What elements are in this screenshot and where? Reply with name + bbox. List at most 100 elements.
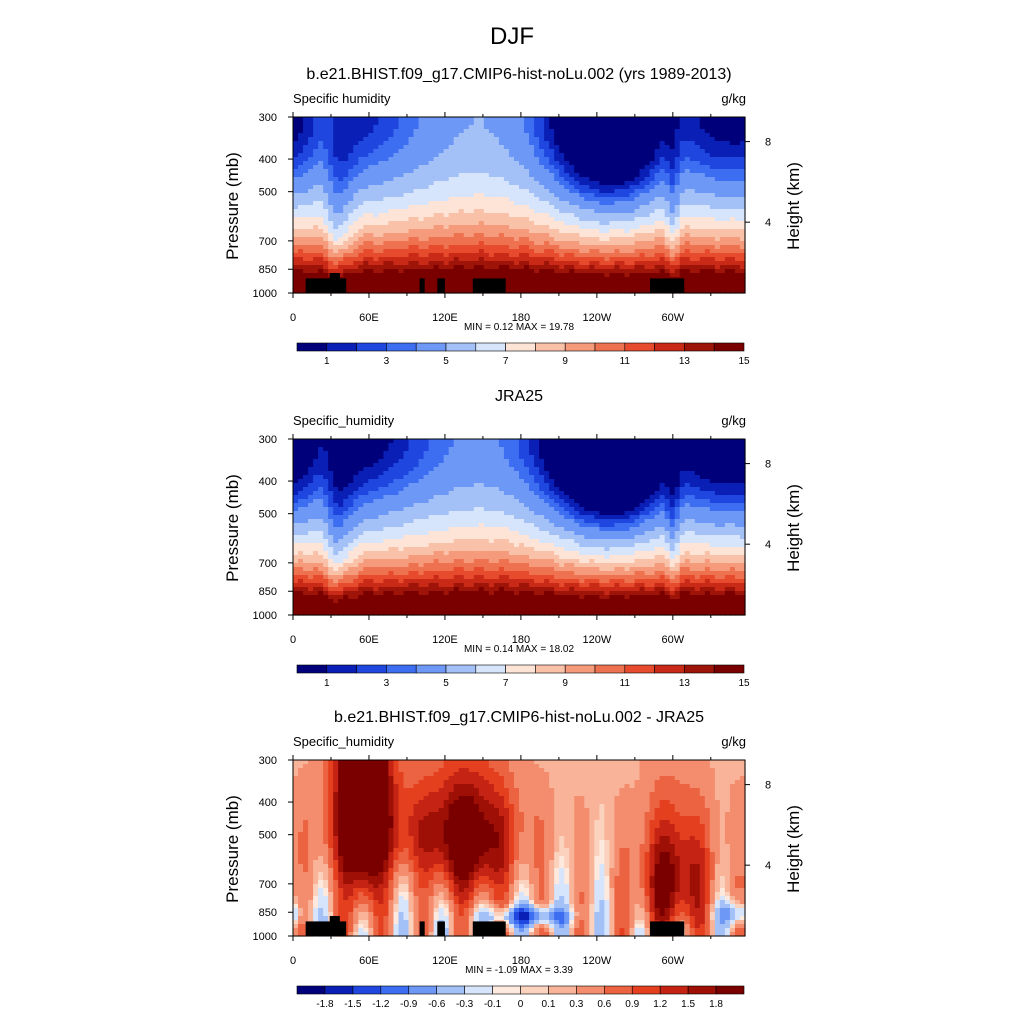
- field-cell: [724, 169, 731, 174]
- field-cell: [634, 455, 641, 460]
- field-cell: [629, 269, 636, 274]
- field-cell: [664, 177, 671, 182]
- field-cell: [473, 245, 480, 250]
- field-cell: [293, 165, 299, 170]
- field-cell: [333, 229, 339, 234]
- field-cell: [408, 161, 415, 166]
- field-cell: [498, 197, 505, 202]
- field-cell: [684, 289, 691, 294]
- field-cell: [503, 121, 510, 126]
- field-cell: [569, 137, 575, 142]
- field-cell: [343, 237, 349, 242]
- field-cell: [493, 273, 500, 278]
- field-cell: [353, 141, 359, 146]
- field-cell: [574, 181, 580, 186]
- field-cell: [313, 257, 319, 262]
- field-cell: [468, 205, 475, 210]
- field-cell: [438, 141, 445, 146]
- field-cell: [393, 459, 400, 464]
- field-cell: [383, 455, 390, 460]
- field-cell: [664, 451, 671, 456]
- field-cell: [513, 249, 520, 254]
- field-cell: [328, 189, 334, 194]
- field-cell: [579, 213, 585, 218]
- field-cell: [604, 241, 610, 246]
- field-cell: [308, 217, 314, 222]
- field-cell: [724, 137, 731, 142]
- field-cell: [323, 225, 329, 230]
- field-cell: [674, 205, 681, 210]
- field-cell: [378, 237, 384, 242]
- field-cell: [398, 249, 405, 254]
- field-cell: [639, 193, 646, 198]
- field-cell: [699, 185, 706, 190]
- field-cells: [293, 439, 746, 616]
- field-cell: [483, 475, 490, 480]
- field-cell: [624, 157, 631, 162]
- figure-title: DJF: [490, 23, 534, 50]
- field-cell: [599, 181, 605, 186]
- field-cell: [549, 459, 555, 464]
- field-cell: [724, 141, 731, 146]
- field-cell: [318, 157, 324, 162]
- field-cell: [348, 173, 354, 178]
- field-cell: [659, 475, 666, 480]
- field-cell: [659, 205, 666, 210]
- field-cell: [298, 145, 304, 150]
- field-cell: [594, 273, 600, 278]
- field-cell: [524, 177, 530, 182]
- field-cell: [308, 177, 314, 182]
- field-cell: [318, 153, 324, 158]
- field-cell: [724, 165, 731, 170]
- field-cell: [569, 161, 575, 166]
- field-cell: [418, 265, 425, 270]
- field-cell: [483, 261, 490, 266]
- field-cell: [338, 189, 344, 194]
- field-cell: [353, 177, 359, 182]
- field-cell: [478, 439, 485, 444]
- field-cell: [619, 241, 626, 246]
- field-cell: [338, 153, 344, 158]
- field-cell: [343, 217, 349, 222]
- field-cell: [539, 285, 545, 290]
- field-cell: [694, 233, 701, 238]
- field-cell: [463, 169, 470, 174]
- field-cell: [438, 125, 445, 130]
- field-cell: [529, 149, 535, 154]
- field-cell: [649, 443, 656, 448]
- field-cell: [594, 289, 600, 294]
- field-cell: [368, 269, 374, 274]
- field-cell: [519, 451, 525, 456]
- field-cell: [438, 165, 445, 170]
- field-cell: [343, 463, 349, 468]
- field-cell: [438, 145, 445, 150]
- field-cell: [293, 265, 299, 270]
- field-cell: [724, 241, 731, 246]
- field-cell: [433, 225, 440, 230]
- field-cell: [348, 443, 354, 448]
- field-cell: [714, 471, 721, 476]
- field-cell: [488, 451, 495, 456]
- field-cell: [549, 253, 555, 258]
- field-cell: [519, 285, 525, 290]
- field-cell: [363, 165, 369, 170]
- field-cell: [378, 467, 384, 472]
- field-cell: [333, 153, 339, 158]
- field-cell: [368, 285, 374, 290]
- field-cell: [318, 439, 324, 444]
- field-cell: [709, 459, 716, 464]
- field-cell: [503, 221, 510, 226]
- field-cell: [569, 141, 575, 146]
- field-cell: [343, 153, 349, 158]
- field-cell: [483, 181, 490, 186]
- field-cell: [353, 285, 359, 290]
- field-cell: [468, 189, 475, 194]
- field-cell: [604, 153, 610, 158]
- field-cell: [338, 459, 344, 464]
- field-cell: [619, 121, 626, 126]
- field-cell: [333, 141, 339, 146]
- field-cell: [463, 289, 470, 294]
- field-cell: [348, 153, 354, 158]
- field-cell: [649, 197, 656, 202]
